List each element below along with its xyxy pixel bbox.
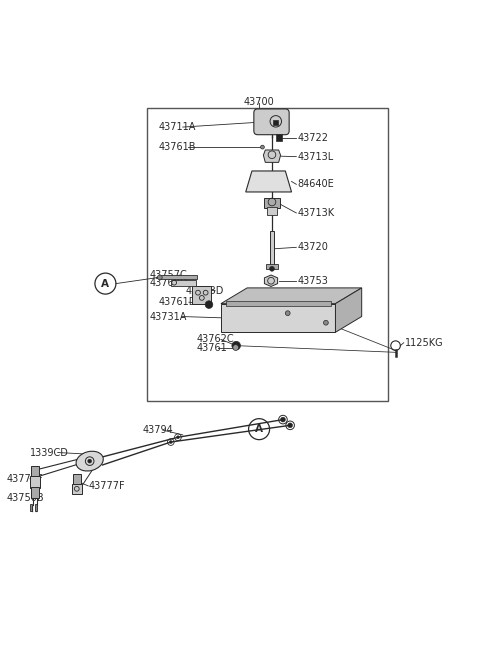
Text: 43750B: 43750B	[6, 493, 44, 503]
Text: 43720: 43720	[297, 242, 328, 252]
Text: 43762C: 43762C	[196, 335, 234, 345]
Polygon shape	[264, 275, 277, 286]
Text: 43762E: 43762E	[291, 306, 328, 316]
Circle shape	[177, 436, 180, 439]
Circle shape	[288, 423, 292, 428]
Bar	[264, 198, 280, 208]
Circle shape	[270, 267, 275, 271]
Bar	[226, 301, 331, 306]
Circle shape	[88, 459, 92, 463]
Text: 43700: 43700	[244, 97, 275, 107]
Bar	[267, 207, 277, 215]
Text: 43761: 43761	[196, 343, 227, 352]
Text: 43777F: 43777F	[88, 481, 125, 491]
Text: 43731A: 43731A	[149, 312, 187, 322]
FancyBboxPatch shape	[254, 109, 289, 135]
Polygon shape	[221, 288, 362, 304]
Text: 43711A: 43711A	[159, 122, 196, 132]
Polygon shape	[336, 288, 362, 332]
Bar	[276, 134, 282, 141]
Text: 43762C: 43762C	[291, 314, 329, 324]
Text: 43713L: 43713L	[297, 152, 334, 162]
Circle shape	[157, 275, 162, 280]
Bar	[266, 264, 278, 269]
Polygon shape	[221, 304, 336, 332]
Circle shape	[285, 310, 290, 316]
Text: 43713K: 43713K	[297, 208, 335, 218]
Text: 43757C: 43757C	[149, 270, 187, 280]
Bar	[30, 504, 32, 511]
Text: 43753: 43753	[297, 276, 328, 286]
Circle shape	[324, 320, 328, 325]
Bar	[273, 120, 278, 124]
Text: 1339CD: 1339CD	[30, 447, 69, 458]
Text: 84640E: 84640E	[297, 179, 334, 189]
Ellipse shape	[76, 451, 103, 471]
Bar	[35, 504, 36, 511]
Circle shape	[169, 441, 172, 443]
Polygon shape	[246, 171, 291, 192]
Bar	[73, 474, 81, 485]
Bar	[270, 231, 275, 267]
Text: 43743D: 43743D	[185, 286, 224, 296]
Bar	[192, 286, 211, 304]
Bar	[171, 280, 196, 286]
Circle shape	[233, 345, 239, 350]
Text: A: A	[101, 278, 109, 289]
Bar	[31, 466, 38, 477]
Bar	[159, 276, 197, 279]
Text: 1125KG: 1125KG	[405, 338, 443, 348]
Text: A: A	[255, 424, 263, 434]
Circle shape	[232, 341, 240, 350]
Bar	[72, 484, 82, 494]
Circle shape	[281, 417, 285, 422]
Text: 43760D: 43760D	[149, 278, 188, 288]
Text: 43761B: 43761B	[159, 142, 196, 152]
Bar	[147, 108, 388, 402]
Text: 43794: 43794	[142, 425, 173, 435]
Circle shape	[261, 145, 264, 149]
Text: 43761D: 43761D	[159, 297, 197, 307]
Bar	[30, 476, 39, 489]
Text: 43777F: 43777F	[6, 474, 43, 484]
Bar	[31, 487, 38, 498]
Circle shape	[205, 301, 213, 309]
Text: 43722: 43722	[297, 132, 328, 143]
Polygon shape	[264, 150, 281, 162]
